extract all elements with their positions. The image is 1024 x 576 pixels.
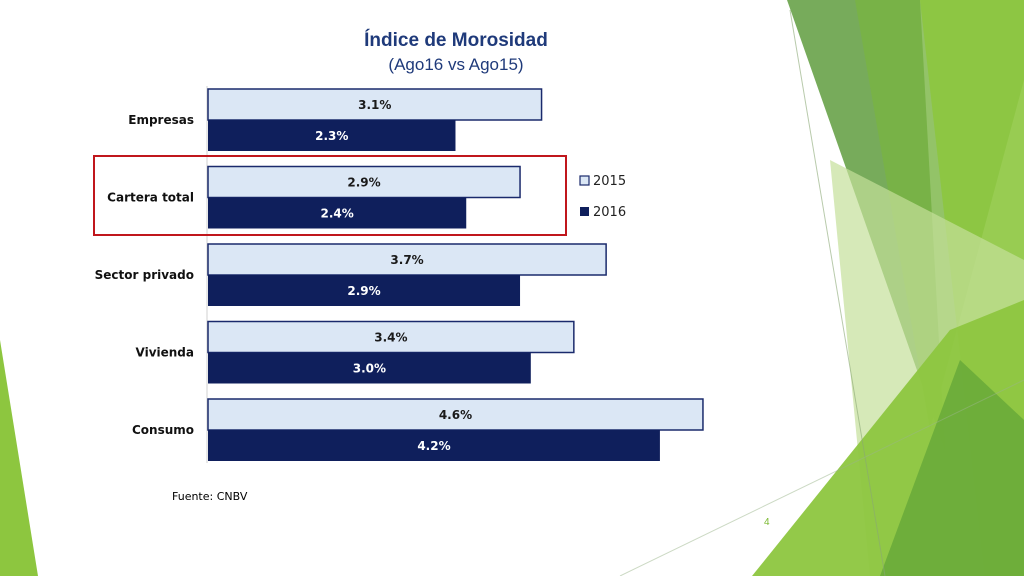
- bar-2015-empresas: [207, 88, 543, 121]
- data-label-2016-consumo: 4.2%: [417, 439, 450, 453]
- bar-2016-vivienda: [208, 352, 531, 384]
- chart-subtitle: (Ago16 vs Ago15): [388, 55, 524, 74]
- legend-swatch-2016: [580, 207, 589, 216]
- data-label-2015-consumo: 4.6%: [439, 408, 472, 422]
- highlight-box-cartera-total: [93, 155, 567, 236]
- bar-2015-consumo: [207, 398, 704, 431]
- decor-left-sliver: [0, 340, 38, 576]
- bar-2016-cartera-total: [208, 197, 467, 229]
- decor-line-2: [619, 379, 1024, 576]
- legend-label-2016: 2016: [593, 205, 626, 220]
- chart-title: Índice de Morosidad: [364, 30, 548, 51]
- legend-swatch-2015: [579, 175, 590, 186]
- category-label-vivienda: Vivienda: [136, 346, 195, 360]
- category-label-empresas: Empresas: [128, 113, 194, 127]
- bar-2016-consumo: [208, 430, 660, 461]
- data-label-2016-cartera-total: 2.4%: [320, 207, 353, 221]
- data-label-2015-sector-privado: 3.7%: [390, 253, 423, 267]
- data-label-2015-vivienda: 3.4%: [374, 331, 407, 345]
- category-label-consumo: Consumo: [132, 423, 194, 437]
- decor-line-1: [789, 9, 886, 576]
- category-label-sector-privado: Sector privado: [95, 268, 194, 282]
- source-note: Fuente: CNBV: [172, 490, 248, 503]
- data-label-2016-sector-privado: 2.9%: [347, 284, 380, 298]
- bar-2015-sector-privado: [207, 243, 607, 276]
- data-label-2015-empresas: 3.1%: [358, 98, 391, 112]
- category-label-cartera-total: Cartera total: [107, 191, 194, 205]
- legend-label-2015: 2015: [593, 174, 626, 189]
- data-label-2016-empresas: 2.3%: [315, 129, 348, 143]
- data-label-2016-vivienda: 3.0%: [353, 362, 386, 376]
- bar-2016-sector-privado: [208, 275, 521, 306]
- bar-2016-empresas: [208, 120, 456, 151]
- data-label-2015-cartera-total: 2.9%: [347, 176, 380, 190]
- page-number: 4: [764, 517, 770, 528]
- decor-band-bottom-dark: [880, 360, 1024, 576]
